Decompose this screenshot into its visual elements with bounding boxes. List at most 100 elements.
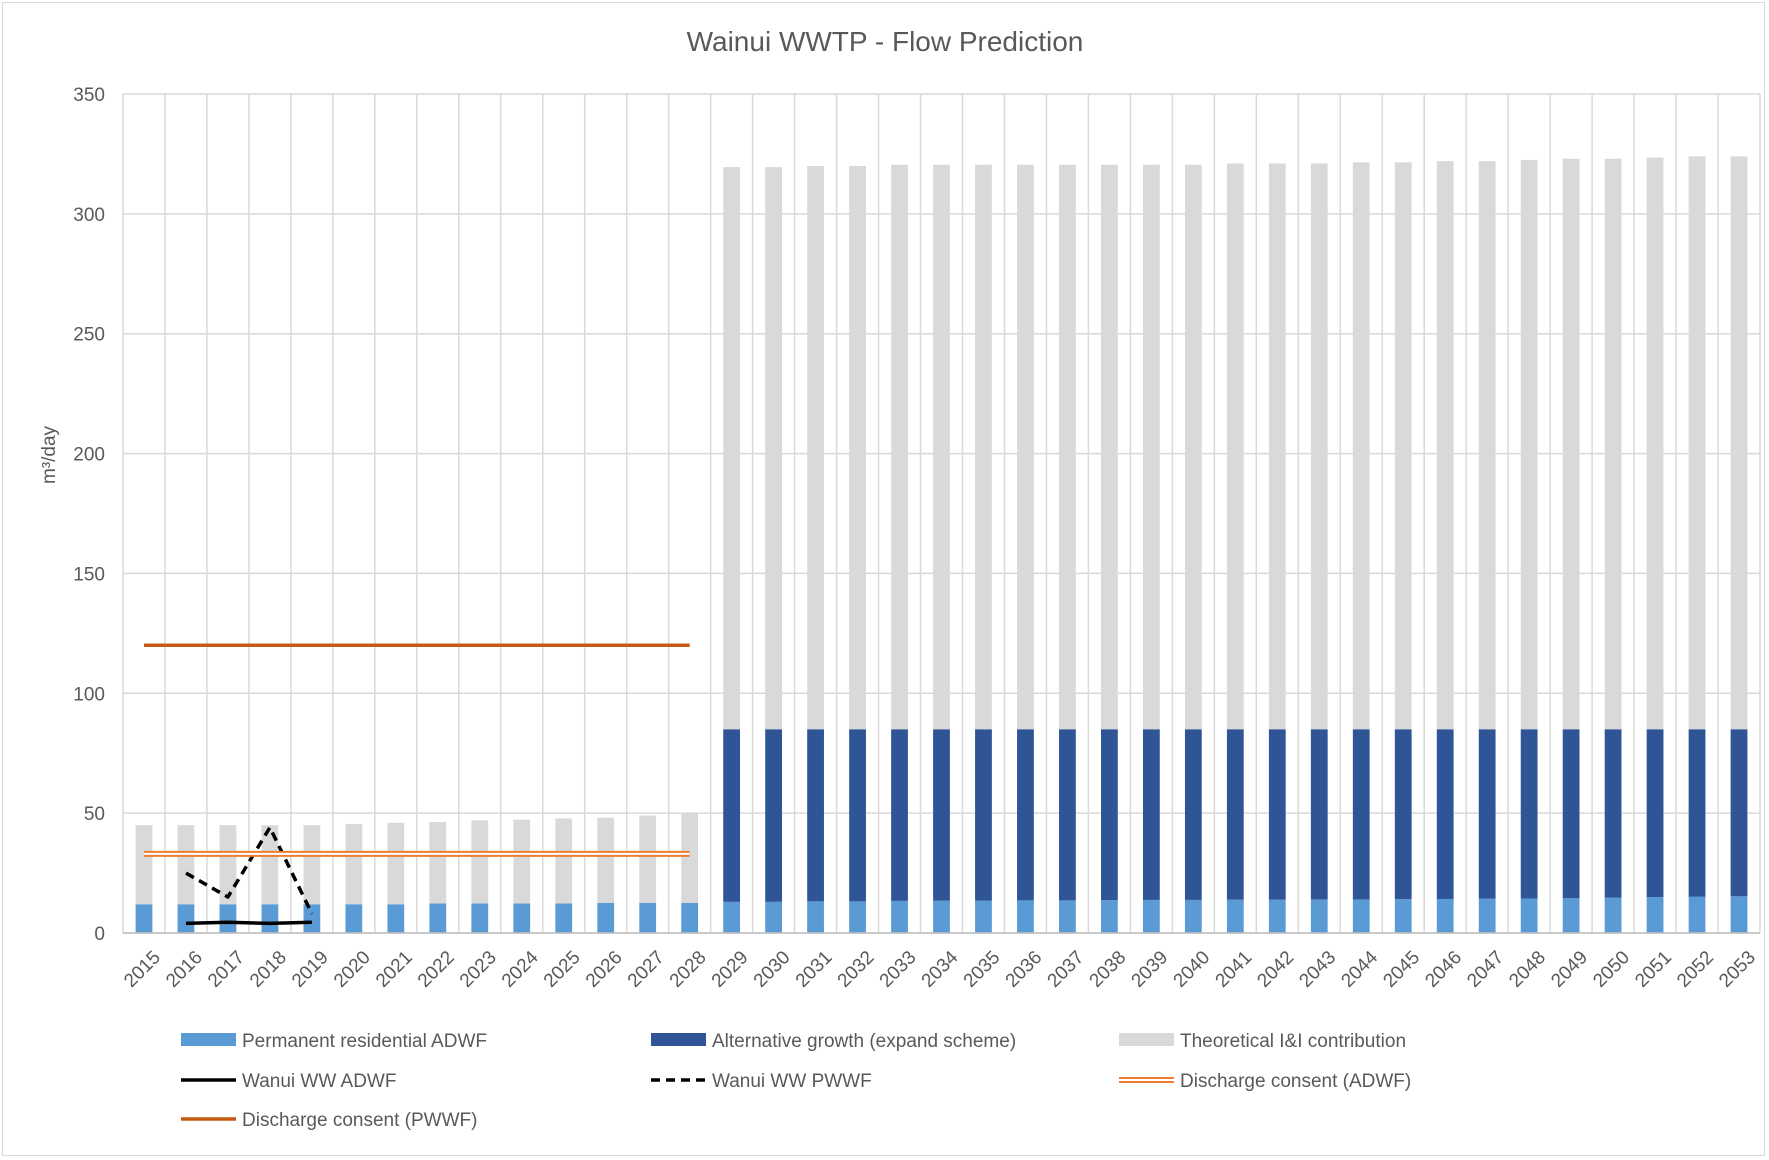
bar-alternative-growth-expand-scheme xyxy=(891,729,908,901)
x-tick-label: 2020 xyxy=(330,947,375,992)
bar-theoretical-i-i-contribution xyxy=(975,164,992,730)
y-tick-label: 200 xyxy=(73,445,105,466)
legend-label: Alternative growth (expand scheme) xyxy=(712,1031,1016,1052)
bar-theoretical-i-i-contribution xyxy=(471,820,489,904)
bar-alternative-growth-expand-scheme xyxy=(1478,729,1496,899)
x-tick-label: 2037 xyxy=(1044,947,1089,992)
x-tick-label: 2045 xyxy=(1379,947,1424,992)
y-tick-label: 250 xyxy=(73,325,105,346)
bar-permanent-residential-adwf xyxy=(1310,899,1328,933)
bar-theoretical-i-i-contribution xyxy=(1394,162,1412,730)
bar-permanent-residential-adwf xyxy=(723,901,741,933)
x-tick-label: 2047 xyxy=(1463,947,1508,992)
bar-permanent-residential-adwf xyxy=(1142,899,1160,933)
x-tick-label: 2024 xyxy=(498,947,543,992)
bar-permanent-residential-adwf xyxy=(471,903,489,933)
bar-alternative-growth-expand-scheme xyxy=(975,729,992,901)
legend-label: Wanui WW ADWF xyxy=(242,1071,396,1092)
bar-theoretical-i-i-contribution xyxy=(1017,164,1034,730)
bar-theoretical-i-i-contribution xyxy=(1059,164,1076,730)
x-tick-label: 2027 xyxy=(624,947,669,992)
bar-alternative-growth-expand-scheme xyxy=(1730,729,1748,897)
x-tick-label: 2035 xyxy=(960,947,1005,992)
bar-theoretical-i-i-contribution xyxy=(135,825,153,905)
bar-alternative-growth-expand-scheme xyxy=(1101,729,1118,901)
bar-alternative-growth-expand-scheme xyxy=(1017,729,1034,901)
x-tick-label: 2032 xyxy=(834,947,879,992)
bar-permanent-residential-adwf xyxy=(429,903,447,933)
bar-theoretical-i-i-contribution xyxy=(1352,162,1370,730)
legend-label: Permanent residential ADWF xyxy=(242,1031,487,1052)
bar-theoretical-i-i-contribution xyxy=(1184,164,1202,730)
bar-theoretical-i-i-contribution xyxy=(1478,161,1496,730)
bar-alternative-growth-expand-scheme xyxy=(1226,729,1244,900)
y-tick-label: 300 xyxy=(73,205,105,226)
bar-permanent-residential-adwf xyxy=(1604,897,1622,933)
bar-theoretical-i-i-contribution xyxy=(1604,158,1622,730)
bar-alternative-growth-expand-scheme xyxy=(1310,729,1328,900)
bar-theoretical-i-i-contribution xyxy=(891,164,908,730)
legend-label: Discharge consent (ADWF) xyxy=(1180,1071,1411,1092)
bar-theoretical-i-i-contribution xyxy=(261,825,279,905)
bar-theoretical-i-i-contribution xyxy=(219,825,237,905)
y-tick-label: 0 xyxy=(94,924,105,945)
bar-theoretical-i-i-contribution xyxy=(1436,161,1454,730)
x-tick-label: 2041 xyxy=(1212,947,1257,992)
x-tick-label: 2029 xyxy=(708,947,753,992)
bar-permanent-residential-adwf xyxy=(1520,898,1538,933)
bar-theoretical-i-i-contribution xyxy=(1730,156,1748,730)
legend-label: Discharge consent (PWWF) xyxy=(242,1110,477,1131)
bar-permanent-residential-adwf xyxy=(1688,896,1706,933)
x-tick-label: 2034 xyxy=(918,947,963,992)
bar-permanent-residential-adwf xyxy=(765,901,782,933)
bar-theoretical-i-i-contribution xyxy=(1310,163,1328,730)
legend-swatch-alternative-growth-expand-scheme xyxy=(651,1033,706,1046)
bars-layer xyxy=(135,156,1748,933)
bar-permanent-residential-adwf xyxy=(933,900,950,933)
bar-permanent-residential-adwf xyxy=(975,900,992,933)
bar-permanent-residential-adwf xyxy=(849,901,866,933)
x-tick-label: 2051 xyxy=(1631,947,1676,992)
bar-theoretical-i-i-contribution xyxy=(303,825,321,905)
legend: Permanent residential ADWF Alternative gr… xyxy=(181,1031,1411,1131)
x-tick-label: 2036 xyxy=(1002,947,1047,992)
x-tick-label: 2018 xyxy=(246,947,291,992)
y-tick-label: 50 xyxy=(84,804,105,825)
bar-theoretical-i-i-contribution xyxy=(1142,164,1160,730)
x-tick-label: 2053 xyxy=(1715,947,1760,992)
legend-swatch-theoretical-i-i-contribution xyxy=(1119,1033,1174,1046)
bar-permanent-residential-adwf xyxy=(1478,898,1496,933)
lines-layer xyxy=(144,643,690,926)
bar-permanent-residential-adwf xyxy=(1226,899,1244,933)
y-axis-label: m³/day xyxy=(39,425,60,484)
bar-theoretical-i-i-contribution xyxy=(555,818,573,904)
bar-alternative-growth-expand-scheme xyxy=(1059,729,1076,901)
bar-permanent-residential-adwf xyxy=(303,904,321,933)
bar-alternative-growth-expand-scheme xyxy=(1184,729,1202,900)
x-tick-label: 2040 xyxy=(1170,947,1215,992)
x-tick-label: 2042 xyxy=(1253,947,1298,992)
y-tick-label: 150 xyxy=(73,564,105,585)
bar-permanent-residential-adwf xyxy=(1017,900,1034,933)
bar-theoretical-i-i-contribution xyxy=(387,822,405,905)
bar-permanent-residential-adwf xyxy=(681,902,699,933)
bar-permanent-residential-adwf xyxy=(1059,900,1076,933)
bar-theoretical-i-i-contribution xyxy=(1268,163,1286,730)
bar-permanent-residential-adwf xyxy=(387,904,405,933)
bar-permanent-residential-adwf xyxy=(891,900,908,933)
bar-theoretical-i-i-contribution xyxy=(513,819,531,904)
bar-permanent-residential-adwf xyxy=(1646,897,1664,933)
x-tick-label: 2016 xyxy=(162,947,207,992)
x-tick-label: 2038 xyxy=(1086,947,1131,992)
bar-alternative-growth-expand-scheme xyxy=(849,729,866,902)
x-tick-label: 2022 xyxy=(414,947,459,992)
legend-swatch-permanent-residential-adwf xyxy=(181,1033,236,1046)
bar-theoretical-i-i-contribution xyxy=(177,825,195,905)
bar-permanent-residential-adwf xyxy=(597,902,615,933)
bar-permanent-residential-adwf xyxy=(1562,898,1580,933)
bar-alternative-growth-expand-scheme xyxy=(933,729,950,901)
x-tick-label: 2043 xyxy=(1295,947,1340,992)
bar-alternative-growth-expand-scheme xyxy=(1436,729,1454,899)
bar-theoretical-i-i-contribution xyxy=(681,813,699,903)
bar-permanent-residential-adwf xyxy=(177,904,195,933)
